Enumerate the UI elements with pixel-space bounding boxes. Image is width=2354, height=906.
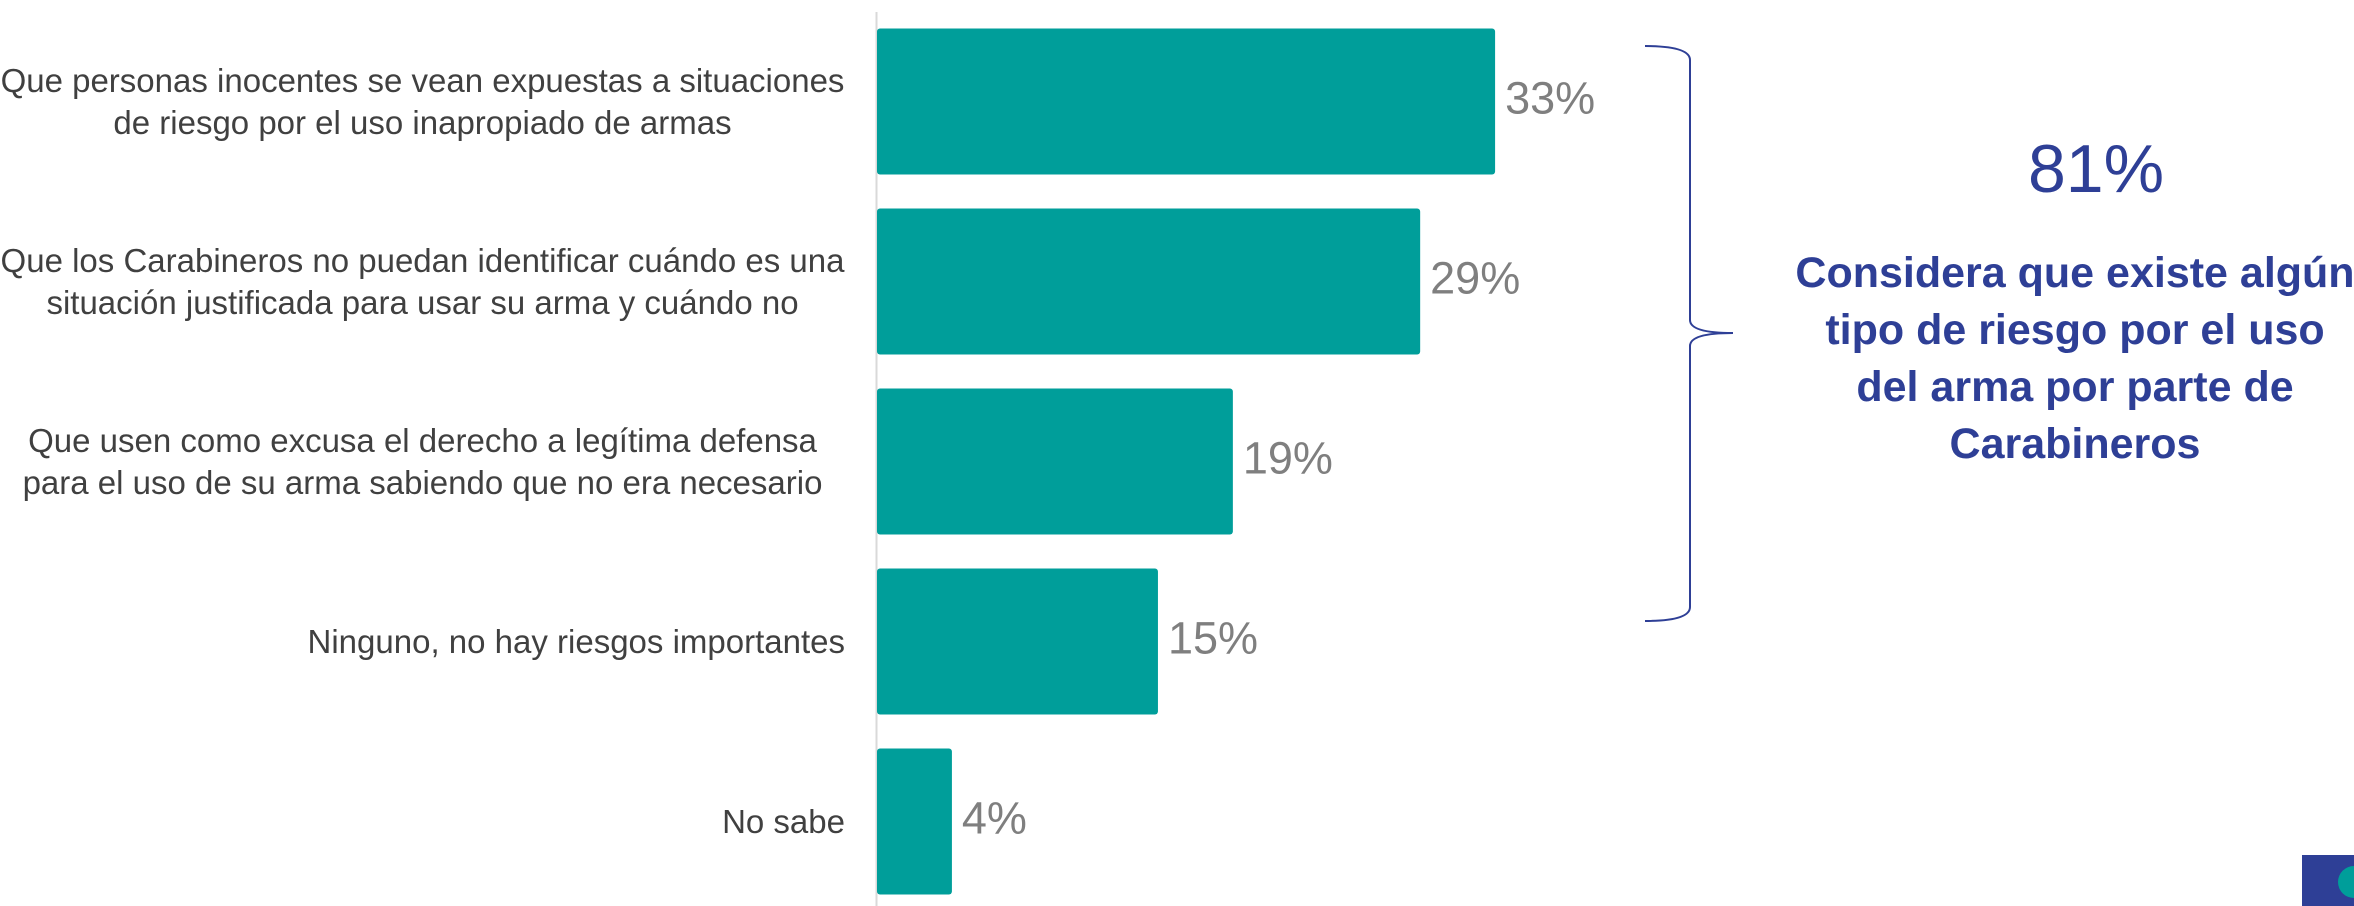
category-label-box: Que usen como excusa el derecho a legíti… (0, 389, 845, 535)
category-label-box: Ninguno, no hay riesgos importantes (0, 569, 845, 715)
brace (1644, 45, 1734, 622)
logo-dot (2338, 866, 2354, 898)
category-label: Que personas inocentes se vean expuestas… (0, 61, 845, 141)
value-label: 4% (962, 792, 1027, 843)
category-label-box: Que los Carabineros no puedan identifica… (0, 209, 845, 355)
value-label: 19% (1243, 432, 1333, 483)
value-label: 29% (1430, 252, 1520, 303)
category-label-box: Que personas inocentes se vean expuestas… (0, 29, 845, 175)
bar (877, 28, 1496, 175)
category-label: No sabe (722, 802, 845, 840)
summary-value: 81% (2027, 131, 2165, 207)
category-label: Ninguno, no hay riesgos importantes (307, 622, 845, 660)
value-label: 15% (1168, 612, 1258, 663)
category-label: Que usen como excusa el derecho a legíti… (22, 421, 823, 501)
summary-text: Considera que existe algún tipo de riesg… (1795, 249, 2354, 468)
category-label-box: No sabe (0, 749, 845, 895)
value-label: 33% (1505, 72, 1595, 123)
bar (877, 568, 1158, 715)
bar (877, 388, 1233, 535)
category-label: Que los Carabineros no puedan identifica… (0, 241, 845, 321)
bar (877, 208, 1421, 355)
bar (877, 748, 952, 895)
